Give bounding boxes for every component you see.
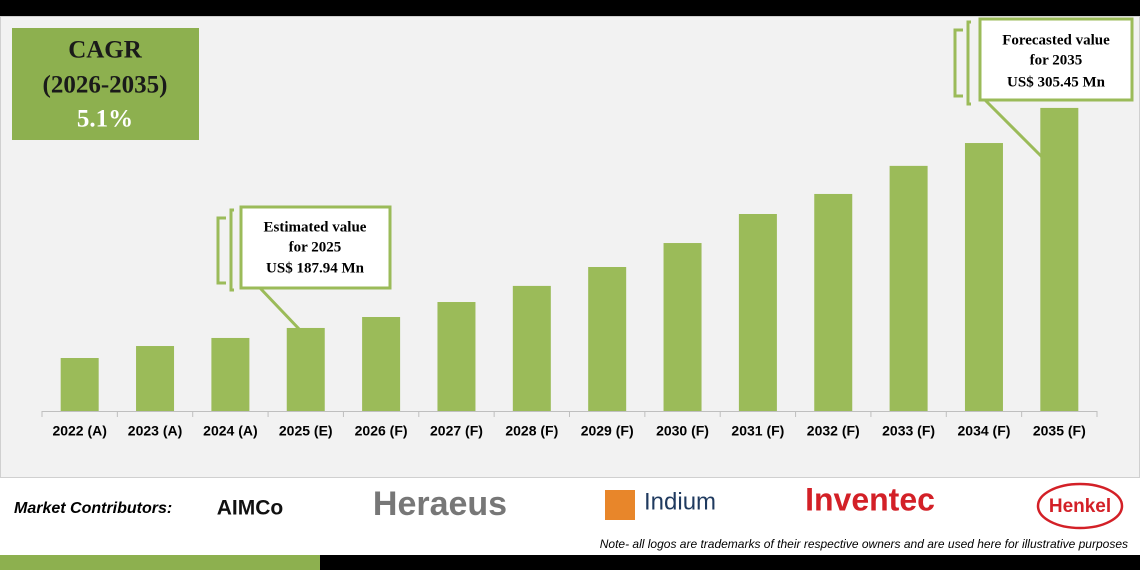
bar <box>738 214 777 411</box>
bar <box>136 346 175 411</box>
x-tick-label: 2026 (F) <box>355 423 408 439</box>
x-tick-label: 2022 (A) <box>52 423 106 439</box>
x-tick-label: 2023 (A) <box>128 423 182 439</box>
x-tick-label: 2027 (F) <box>430 423 483 439</box>
logo-icon <box>1036 482 1124 530</box>
bar <box>512 285 551 411</box>
bar <box>211 337 250 411</box>
x-tick-label: 2031 (F) <box>731 423 784 439</box>
callout-bracket <box>216 216 226 285</box>
callout-bracket <box>966 20 971 106</box>
bar <box>1040 107 1079 411</box>
bar <box>964 143 1003 412</box>
callout-text: for 2025 <box>289 239 342 255</box>
callout-text: for 2035 <box>1030 52 1083 68</box>
footer-bar <box>320 555 1140 570</box>
logo: Henkel <box>1049 496 1111 517</box>
x-tick-label: 2028 (F) <box>505 423 558 439</box>
logo: AIMCo <box>217 497 284 520</box>
bar <box>814 193 853 411</box>
cagr-title: CAGR <box>68 37 143 64</box>
x-tick-label: 2024 (A) <box>203 423 257 439</box>
note: Note- all logos are trademarks of their … <box>600 537 1128 551</box>
x-tick-label: 2035 (F) <box>1033 423 1086 439</box>
cagr-period: (2026-2035) <box>43 72 168 99</box>
contributors-label: Market Contributors: <box>14 500 172 517</box>
x-tick-label: 2034 (F) <box>958 423 1011 439</box>
bar <box>60 358 99 411</box>
cagr-box <box>12 28 199 140</box>
logo: Indium <box>644 488 716 515</box>
bar <box>437 302 476 411</box>
callout-bracket <box>953 28 963 98</box>
cagr-value: 5.1% <box>77 106 133 133</box>
callout-text: Estimated value <box>264 219 367 235</box>
callout-bracket <box>229 208 234 292</box>
bar <box>588 266 627 411</box>
logo-icon <box>605 490 635 520</box>
callout-text: US$ 305.45 Mn <box>1007 74 1106 90</box>
x-tick-label: 2030 (F) <box>656 423 709 439</box>
callout-line <box>983 98 1047 162</box>
x-tick-label: 2025 (E) <box>279 423 333 439</box>
bar <box>362 316 401 411</box>
bar <box>663 243 702 411</box>
logo: Inventec <box>805 481 935 517</box>
callout-text: US$ 187.94 Mn <box>266 260 365 276</box>
callout-line <box>258 286 302 332</box>
x-tick-label: 2029 (F) <box>581 423 634 439</box>
callout-box <box>239 205 392 290</box>
top-bar <box>0 0 1140 16</box>
bar <box>286 327 325 411</box>
x-tick-label: 2033 (F) <box>882 423 935 439</box>
x-tick-label: 2032 (F) <box>807 423 860 439</box>
footer-bar <box>0 555 320 570</box>
logo: Heraeus <box>373 485 507 523</box>
bar <box>889 165 928 411</box>
callout-box <box>978 17 1134 102</box>
callout-text: Forecasted value <box>1002 32 1110 48</box>
